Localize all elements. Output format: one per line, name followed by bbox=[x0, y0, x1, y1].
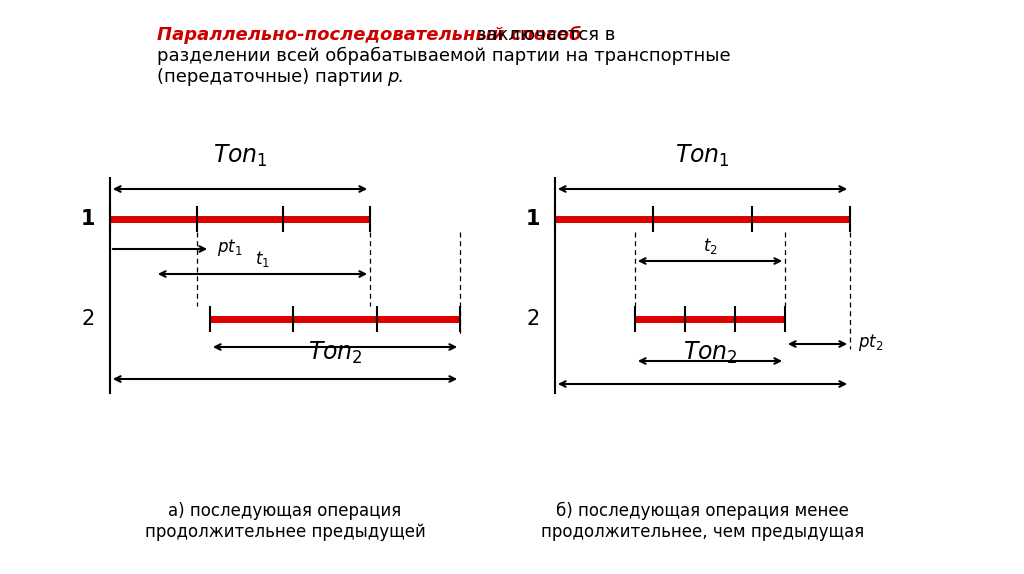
Text: заключается в: заключается в bbox=[471, 26, 615, 44]
Text: $\mathit{Ton_1}$: $\mathit{Ton_1}$ bbox=[675, 143, 730, 169]
Text: Параллельно-последовательный способ: Параллельно-последовательный способ bbox=[157, 26, 582, 44]
Text: $t_2$: $t_2$ bbox=[702, 236, 718, 256]
Text: р.: р. bbox=[387, 68, 404, 86]
Text: разделении всей обрабатываемой партии на транспортные: разделении всей обрабатываемой партии на… bbox=[157, 47, 730, 65]
Text: 2: 2 bbox=[82, 309, 95, 329]
Text: $\mathit{Ton_2}$: $\mathit{Ton_2}$ bbox=[307, 340, 362, 366]
Text: $pt_1$: $pt_1$ bbox=[217, 236, 243, 258]
Text: 1: 1 bbox=[525, 209, 540, 229]
Text: (передаточные) партии: (передаточные) партии bbox=[157, 68, 388, 86]
Text: 2: 2 bbox=[526, 309, 540, 329]
Text: а) последующая операция
продолжительнее предыдущей: а) последующая операция продолжительнее … bbox=[144, 502, 425, 541]
Text: 1: 1 bbox=[81, 209, 95, 229]
Text: б) последующая операция менее
продолжительнее, чем предыдущая: б) последующая операция менее продолжите… bbox=[541, 502, 864, 541]
Text: $\mathit{Ton_2}$: $\mathit{Ton_2}$ bbox=[683, 340, 737, 366]
Text: $pt_2$: $pt_2$ bbox=[858, 332, 884, 352]
Text: $t_1$: $t_1$ bbox=[255, 249, 270, 269]
Text: $\mathit{Ton_1}$: $\mathit{Ton_1}$ bbox=[213, 143, 267, 169]
